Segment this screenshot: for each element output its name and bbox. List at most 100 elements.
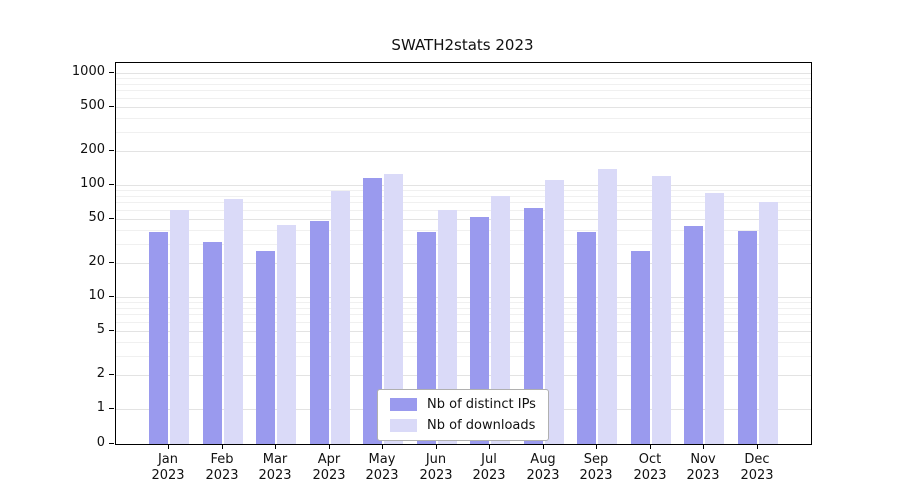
bar-distinct-ips-jan — [149, 232, 168, 444]
plot-area — [115, 62, 812, 445]
gridline — [116, 196, 811, 197]
y-axis-tick-label: 50 — [88, 210, 105, 225]
x-axis-label-jun: Jun 2023 — [419, 452, 453, 483]
x-tick-mark — [436, 445, 437, 449]
bar-downloads-dec — [759, 202, 778, 444]
gridline — [116, 132, 811, 133]
bar-distinct-ips-sep — [577, 232, 596, 444]
gridline — [116, 308, 811, 309]
gridline — [116, 73, 811, 74]
bar-distinct-ips-mar — [256, 251, 275, 444]
x-tick-mark — [596, 445, 597, 449]
y-tick-mark — [109, 150, 114, 151]
bar-distinct-ips-dec — [738, 231, 757, 444]
gridline — [116, 118, 811, 119]
gridline — [116, 190, 811, 191]
y-axis-tick-label: 20 — [88, 254, 105, 269]
legend-label-downloads: Nb of downloads — [427, 418, 536, 433]
y-tick-mark — [109, 296, 114, 297]
y-tick-mark — [109, 330, 114, 331]
bar-downloads-aug — [545, 180, 564, 444]
y-tick-mark — [109, 106, 114, 107]
bar-downloads-feb — [224, 199, 243, 444]
x-axis-label-apr: Apr 2023 — [312, 452, 346, 483]
x-axis-label-dec: Dec 2023 — [740, 452, 774, 483]
gridline — [116, 90, 811, 91]
legend-swatch-downloads — [390, 419, 417, 432]
x-tick-mark — [329, 445, 330, 449]
gridline — [116, 107, 811, 108]
x-axis-label-oct: Oct 2023 — [633, 452, 667, 483]
y-axis-tick-label: 1000 — [71, 64, 105, 79]
y-tick-mark — [109, 374, 114, 375]
x-tick-mark — [275, 445, 276, 449]
gridline — [116, 322, 811, 323]
x-axis-label-jul: Jul 2023 — [472, 452, 506, 483]
x-axis-label-nov: Nov 2023 — [686, 452, 720, 483]
gridline — [116, 356, 811, 357]
x-tick-mark — [543, 445, 544, 449]
x-axis-label-aug: Aug 2023 — [526, 452, 560, 483]
x-axis-label-sep: Sep 2023 — [579, 452, 613, 483]
legend: Nb of distinct IPs Nb of downloads — [377, 389, 549, 441]
gridline — [116, 314, 811, 315]
x-axis-label-mar: Mar 2023 — [258, 452, 292, 483]
x-tick-mark — [168, 445, 169, 449]
y-axis-tick-label: 5 — [96, 322, 105, 337]
bar-downloads-nov — [705, 193, 724, 444]
y-tick-mark — [109, 72, 114, 73]
bar-distinct-ips-aug — [524, 208, 543, 444]
bar-downloads-jul — [491, 196, 510, 444]
x-axis-label-jan: Jan 2023 — [151, 452, 185, 483]
bar-downloads-jan — [170, 210, 189, 444]
gridline — [116, 210, 811, 211]
bar-downloads-mar — [277, 225, 296, 444]
x-axis-label-feb: Feb 2023 — [205, 452, 239, 483]
y-axis-tick-label: 2 — [96, 366, 105, 381]
y-tick-mark — [109, 184, 114, 185]
x-tick-mark — [650, 445, 651, 449]
bar-distinct-ips-apr — [310, 221, 329, 444]
bar-distinct-ips-may — [363, 178, 382, 444]
gridline — [116, 375, 811, 376]
bar-downloads-apr — [331, 191, 350, 444]
gridline — [116, 244, 811, 245]
gridline — [116, 302, 811, 303]
gridline — [116, 230, 811, 231]
bar-distinct-ips-jul — [470, 217, 489, 444]
y-tick-mark — [109, 408, 114, 409]
gridline — [116, 84, 811, 85]
y-tick-mark — [109, 262, 114, 263]
gridline — [116, 263, 811, 264]
legend-label-distinct-ips: Nb of distinct IPs — [427, 397, 536, 412]
x-axis-label-may: May 2023 — [365, 452, 399, 483]
legend-item-distinct-ips: Nb of distinct IPs — [390, 397, 536, 412]
y-tick-mark — [109, 443, 114, 444]
bar-downloads-jun — [438, 210, 457, 444]
bar-downloads-sep — [598, 169, 617, 444]
bar-distinct-ips-feb — [203, 242, 222, 444]
y-axis-tick-label: 1 — [96, 400, 105, 415]
bar-downloads-oct — [652, 176, 671, 444]
x-tick-mark — [757, 445, 758, 449]
gridline — [116, 202, 811, 203]
y-axis-tick-label: 10 — [88, 288, 105, 303]
legend-item-downloads: Nb of downloads — [390, 418, 536, 433]
x-tick-mark — [489, 445, 490, 449]
y-axis-tick-label: 500 — [80, 98, 105, 113]
gridline — [116, 331, 811, 332]
y-axis-tick-label: 200 — [80, 142, 105, 157]
bar-distinct-ips-nov — [684, 226, 703, 444]
bar-downloads-may — [384, 174, 403, 444]
x-tick-mark — [222, 445, 223, 449]
bar-distinct-ips-oct — [631, 251, 650, 444]
gridline — [116, 219, 811, 220]
gridline — [116, 151, 811, 152]
gridline — [116, 78, 811, 79]
gridline — [116, 98, 811, 99]
y-tick-mark — [109, 218, 114, 219]
legend-swatch-distinct-ips — [390, 398, 417, 411]
y-axis-tick-label: 0 — [96, 435, 105, 450]
x-tick-mark — [703, 445, 704, 449]
